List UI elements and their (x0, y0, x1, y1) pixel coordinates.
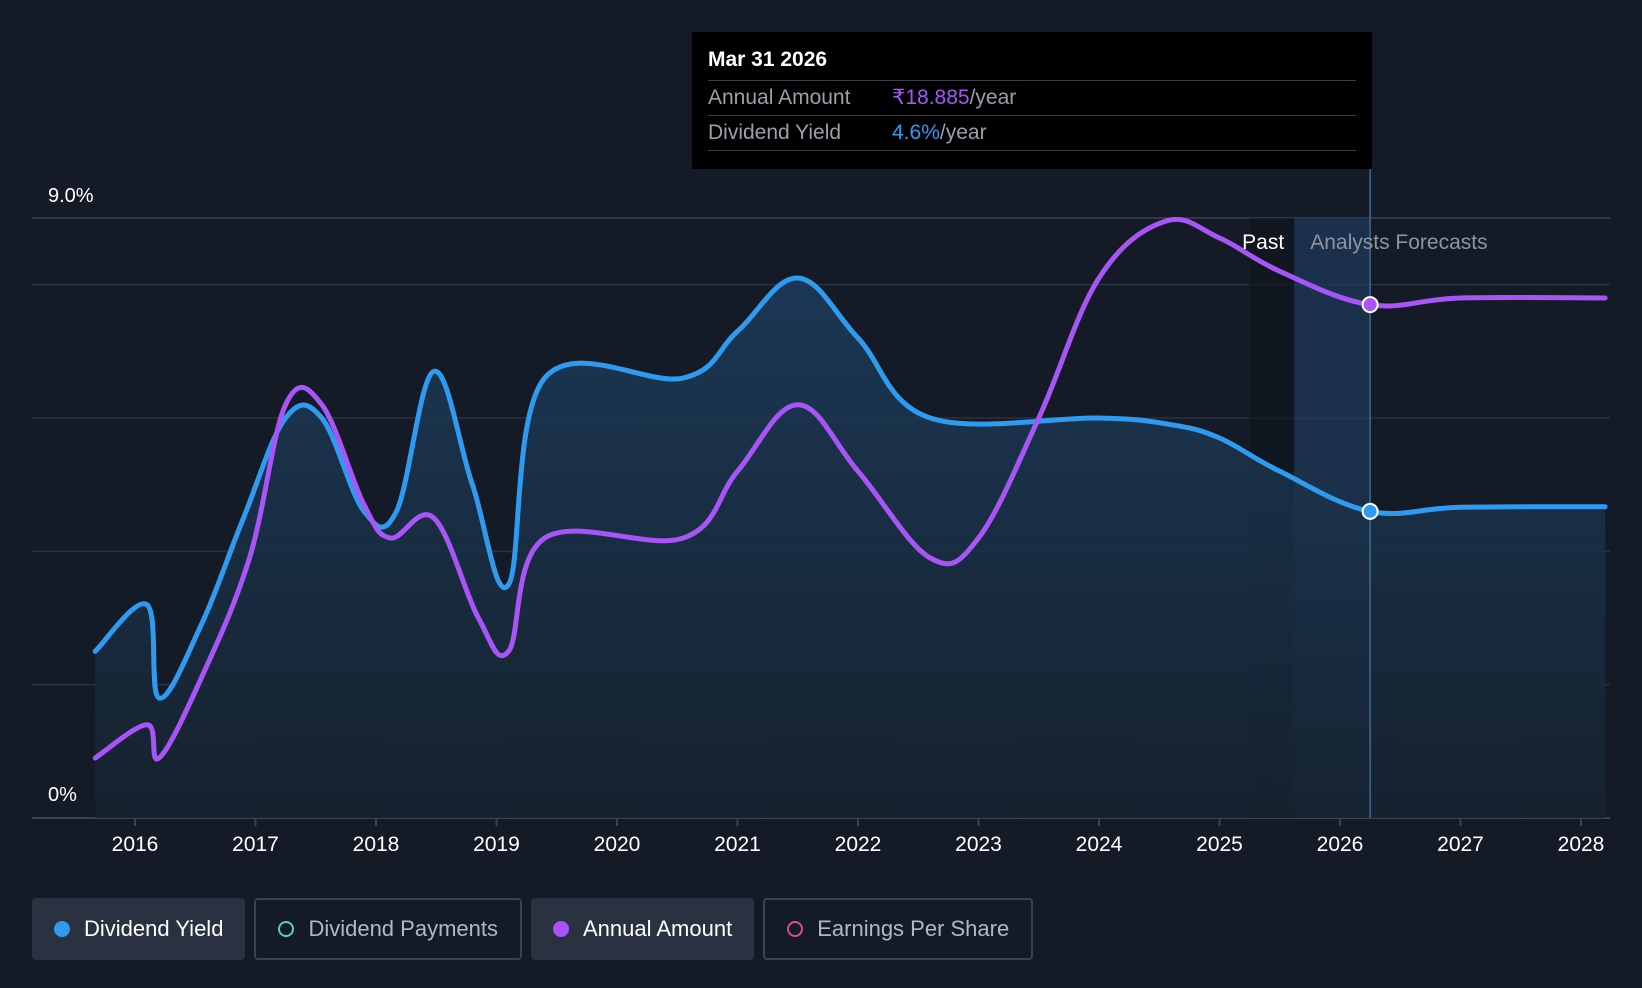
x-axis: 2016 2017 2018 2019 2020 2021 2022 2023 2024 2025… (112, 818, 1605, 856)
earnings-per-share-ring-icon (787, 921, 804, 937)
x-tick-label: 2023 (955, 833, 1002, 856)
x-tick-label: 2024 (1076, 833, 1123, 856)
annual-amount-dot-icon (552, 921, 569, 937)
legend-label: Dividend Yield (84, 916, 224, 941)
annual-amount-marker[interactable] (1361, 296, 1379, 314)
past-label: Past (1242, 231, 1284, 254)
x-tick-label: 2022 (835, 833, 882, 856)
dividend-payments-ring-icon (278, 921, 295, 937)
dividend-yield-line[interactable] (92, 275, 1608, 701)
x-tick-label: 2025 (1196, 833, 1243, 856)
legend: Dividend Yield Dividend Payments Annual … (32, 898, 1034, 960)
tooltip-date: Mar 31 2026 (708, 46, 1356, 81)
legend-dividend-payments[interactable]: Dividend Payments (254, 898, 522, 960)
legend-dividend-yield[interactable]: Dividend Yield (32, 898, 246, 960)
legend-label: Annual Amount (582, 916, 733, 941)
x-tick-label: 2027 (1437, 833, 1484, 856)
x-tick-label: 2028 (1558, 833, 1605, 856)
x-tick-label: 2026 (1317, 833, 1364, 856)
tooltip-label: Dividend Yield (708, 121, 842, 144)
tooltip-value: ₹18.885 (892, 86, 970, 109)
legend-earnings-per-share[interactable]: Earnings Per Share (763, 898, 1034, 960)
y-axis-top-label: 9.0% (48, 185, 94, 207)
y-axis-bottom-label: 0% (48, 784, 77, 806)
dividend-yield-area (95, 277, 1606, 818)
tooltip-row-dividend-yield: Dividend Yield 4.6% /year (708, 116, 1356, 151)
x-tick-label: 2017 (232, 833, 279, 856)
tooltip-row-annual-amount: Annual Amount ₹18.885 /year (708, 81, 1356, 116)
forecast-label: Analysts Forecasts (1310, 231, 1487, 254)
dividend-yield-marker[interactable] (1361, 502, 1379, 520)
dividend-yield-dot-icon (54, 921, 70, 937)
tooltip-unit: /year (969, 86, 1017, 109)
tooltip: Mar 31 2026 Annual Amount ₹18.885 /year … (692, 32, 1372, 169)
annual-amount-line[interactable] (92, 216, 1608, 762)
tooltip-value: 4.6% (892, 121, 940, 144)
x-tick-label: 2018 (353, 833, 400, 856)
tooltip-label: Annual Amount (708, 86, 851, 109)
legend-annual-amount[interactable]: Annual Amount (530, 898, 755, 960)
x-tick-label: 2016 (112, 833, 159, 856)
x-tick-label: 2021 (714, 833, 761, 856)
x-tick-label: 2020 (594, 833, 641, 856)
legend-label: Earnings Per Share (817, 916, 1010, 941)
x-tick-label: 2019 (473, 833, 520, 856)
legend-label: Dividend Payments (308, 916, 498, 941)
tooltip-unit: /year (939, 121, 987, 144)
